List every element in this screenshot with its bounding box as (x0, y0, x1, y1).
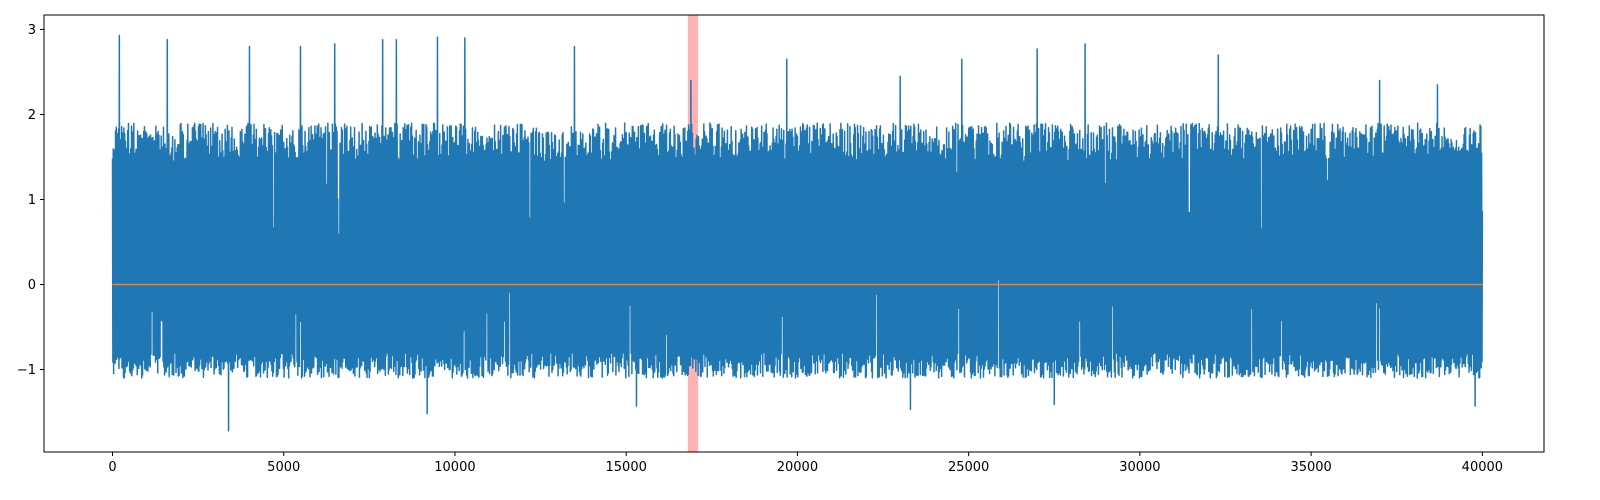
x-tick-label: 30000 (1119, 460, 1160, 475)
x-tick-label: 10000 (434, 460, 475, 475)
x-tick-label: 15000 (606, 460, 647, 475)
series-line-signal (111, 34, 1484, 432)
x-tick-label: 25000 (948, 460, 989, 475)
plot-area (111, 15, 1484, 452)
x-tick-label: 40000 (1462, 460, 1503, 475)
x-tick-label: 20000 (777, 460, 818, 475)
x-tick-label: 5000 (267, 460, 300, 475)
axes-frame (43, 14, 1545, 453)
y-tick-label: 1 (28, 193, 36, 208)
x-tick-label: 0 (108, 460, 116, 475)
y-tick-label: 2 (28, 108, 36, 123)
y-tick-label: −1 (17, 363, 36, 378)
x-tick-label: 35000 (1290, 460, 1331, 475)
y-tick-label: 0 (28, 278, 36, 293)
axes: 0 5000 10000 15000 20000 25000 30000 35000 40000… (17, 14, 1545, 475)
y-tick-label: 3 (28, 23, 36, 38)
